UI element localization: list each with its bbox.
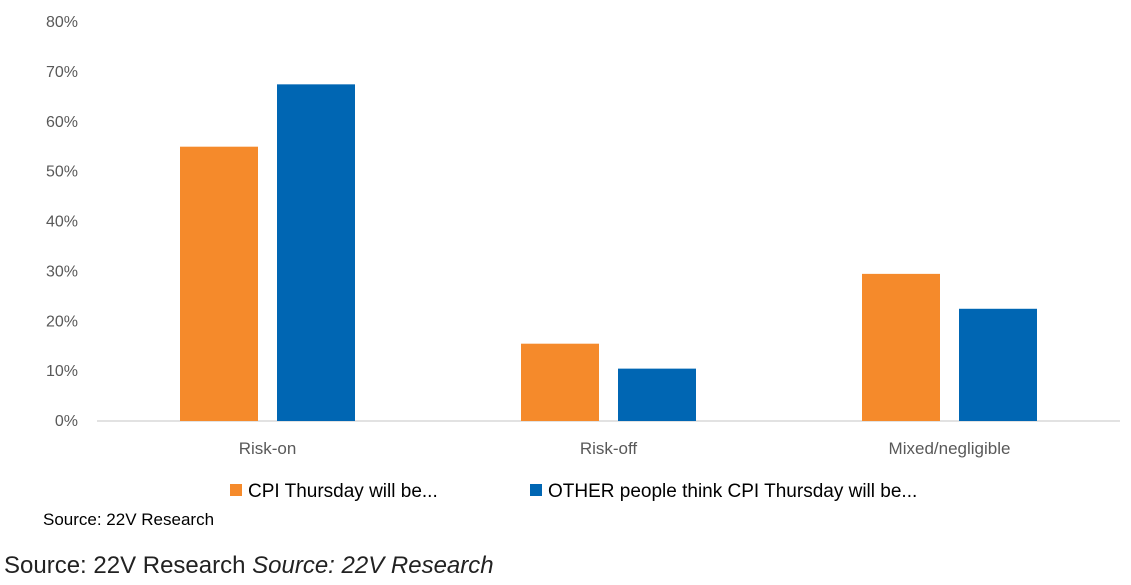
y-tick-label: 20% [46, 313, 78, 330]
bar-cpi-mixed-negligible [862, 273, 940, 421]
y-tick-label: 40% [46, 214, 78, 231]
y-tick-label: 0% [55, 413, 78, 430]
chart-source-note: Source: 22V Research [43, 510, 214, 529]
x-category-label: Mixed/negligible [889, 439, 1011, 458]
legend-swatch [230, 484, 242, 496]
caption-source: Source: 22V Research [4, 552, 246, 579]
legend-swatch [530, 484, 542, 496]
legend: CPI Thursday will be... OTHER people thin… [230, 481, 917, 502]
bar-cpi-risk-on [180, 146, 258, 421]
bar-other-mixed-negligible [959, 308, 1037, 421]
y-tick-label: 60% [46, 114, 78, 131]
bar-cpi-risk-off [521, 343, 599, 421]
y-tick-label: 30% [46, 263, 78, 280]
x-category-label: Risk-on [239, 439, 297, 458]
legend-label: CPI Thursday will be... [248, 481, 438, 502]
caption: Source: 22V Research Source: 22V Researc… [4, 552, 494, 580]
y-tick-label: 50% [46, 164, 78, 181]
bars [180, 84, 1037, 421]
y-tick-label: 10% [46, 363, 78, 380]
y-axis-ticks: 0% 10% 20% 30% 40% 50% 60% 70% 80% [46, 14, 78, 430]
y-tick-label: 80% [46, 14, 78, 31]
x-axis-categories: Risk-on Risk-off Mixed/negligible [239, 439, 1011, 458]
caption-source-italic: Source: 22V Research [252, 552, 494, 579]
legend-label: OTHER people think CPI Thursday will be.… [548, 481, 917, 502]
bar-other-risk-off [618, 368, 696, 421]
y-tick-label: 70% [46, 64, 78, 81]
chart: 0%10%20%30%40%50%60%70%80% Risk-on Risk-o… [43, 14, 1120, 529]
bar-other-risk-on [277, 84, 355, 421]
x-category-label: Risk-off [580, 439, 638, 458]
